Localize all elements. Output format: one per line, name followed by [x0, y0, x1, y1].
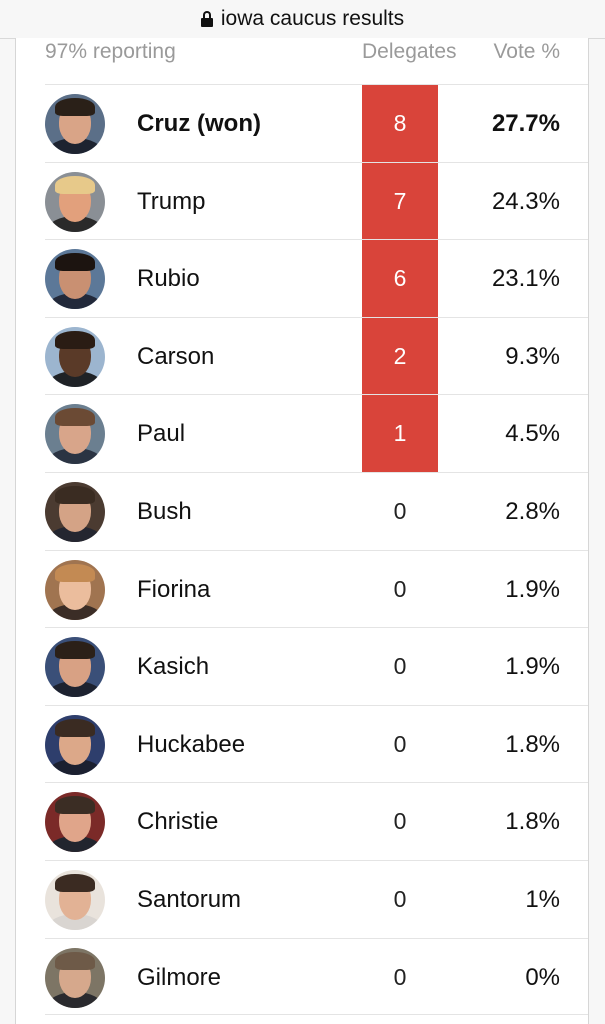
vote-percent: 23.1%: [491, 265, 560, 293]
candidate-name: Rubio: [137, 265, 200, 293]
table-row[interactable]: Gilmore 0 0%: [45, 937, 588, 1016]
candidate-name: Cruz (won): [137, 110, 261, 137]
vote-percent: 1.8%: [505, 730, 560, 758]
candidate-name: Bush: [137, 497, 192, 525]
vote-percent: 1.9%: [505, 575, 560, 603]
table-row[interactable]: Santorum 0 1%: [45, 859, 588, 938]
results-header: 97% reporting Delegates Vote %: [16, 38, 588, 84]
reporting-status: 97% reporting: [45, 40, 176, 63]
results-panel: 97% reporting Delegates Vote % Cruz (won…: [16, 38, 588, 1024]
delegate-count: 2: [362, 317, 438, 395]
candidate-name: Paul: [137, 420, 186, 448]
candidate-name: Trump: [137, 187, 206, 215]
candidate-avatar: [45, 404, 105, 465]
candidate-avatar: [45, 249, 105, 310]
vote-percent: 2.8%: [505, 497, 560, 525]
table-row[interactable]: Trump 7 24.3%: [45, 161, 588, 240]
candidate-name: Gilmore: [137, 963, 222, 991]
delegate-count: 0: [393, 575, 407, 602]
table-row[interactable]: Bush 0 2.8%: [45, 471, 588, 550]
candidate-avatar: [45, 869, 105, 930]
candidate-avatar: [45, 326, 105, 387]
table-row[interactable]: Cruz (won) 8 27.7%: [45, 84, 588, 162]
lock-icon: [200, 11, 213, 27]
candidate-avatar: [45, 947, 105, 1008]
candidate-avatar: [45, 481, 105, 542]
vote-percent: 0%: [525, 963, 560, 991]
candidate-name: Fiorina: [137, 575, 211, 603]
candidate-avatar: [45, 637, 105, 698]
vote-percent: 24.3%: [491, 187, 560, 215]
candidate-name: Kasich: [137, 653, 210, 681]
candidate-name: Christie: [137, 808, 219, 836]
delegate-count: 0: [393, 730, 407, 757]
delegates-column-header: Delegates: [362, 40, 457, 63]
vote-column-header: Vote %: [493, 40, 560, 63]
delegate-count: 7: [362, 162, 438, 240]
vote-percent: 1.9%: [505, 653, 560, 681]
table-row[interactable]: Fiorina 0 1.9%: [45, 549, 588, 628]
delegate-count: 0: [393, 963, 407, 990]
candidate-avatar: [45, 94, 105, 154]
table-row[interactable]: Paul 1 4.5%: [45, 394, 588, 473]
vote-percent: 1%: [525, 885, 560, 913]
candidate-avatar: [45, 714, 105, 775]
delegate-count: 0: [393, 497, 407, 524]
page-url-title: iowa caucus results: [220, 7, 405, 30]
delegate-count: 6: [362, 240, 438, 318]
delegate-count: 0: [393, 808, 407, 835]
delegate-count: 0: [393, 653, 407, 680]
candidate-avatar: [45, 171, 105, 232]
results-table: Cruz (won) 8 27.7% Trump 7 24.3% Rubio 6 23.1% Ca…: [45, 84, 588, 1016]
table-row[interactable]: Carson 2 9.3%: [45, 316, 588, 395]
candidate-name: Carson: [137, 342, 215, 370]
panel-border-left: [15, 38, 16, 1024]
candidate-name: Huckabee: [137, 730, 246, 758]
delegate-count: 1: [362, 395, 438, 473]
candidate-avatar: [45, 559, 105, 620]
address-bar[interactable]: iowa caucus results: [0, 0, 605, 39]
panel-border-right: [588, 38, 589, 1024]
table-row[interactable]: Huckabee 0 1.8%: [45, 704, 588, 783]
vote-percent: 1.8%: [505, 808, 560, 836]
vote-percent: 9.3%: [505, 342, 560, 370]
candidate-avatar: [45, 792, 105, 853]
table-row[interactable]: Christie 0 1.8%: [45, 782, 588, 860]
table-row[interactable]: Kasich 0 1.9%: [45, 627, 588, 705]
vote-percent: 4.5%: [505, 420, 560, 448]
vote-percent: 27.7%: [491, 110, 560, 137]
delegate-count: 8: [362, 85, 438, 162]
candidate-name: Santorum: [137, 885, 242, 913]
delegate-count: 0: [393, 885, 407, 912]
table-row[interactable]: Rubio 6 23.1%: [45, 239, 588, 318]
